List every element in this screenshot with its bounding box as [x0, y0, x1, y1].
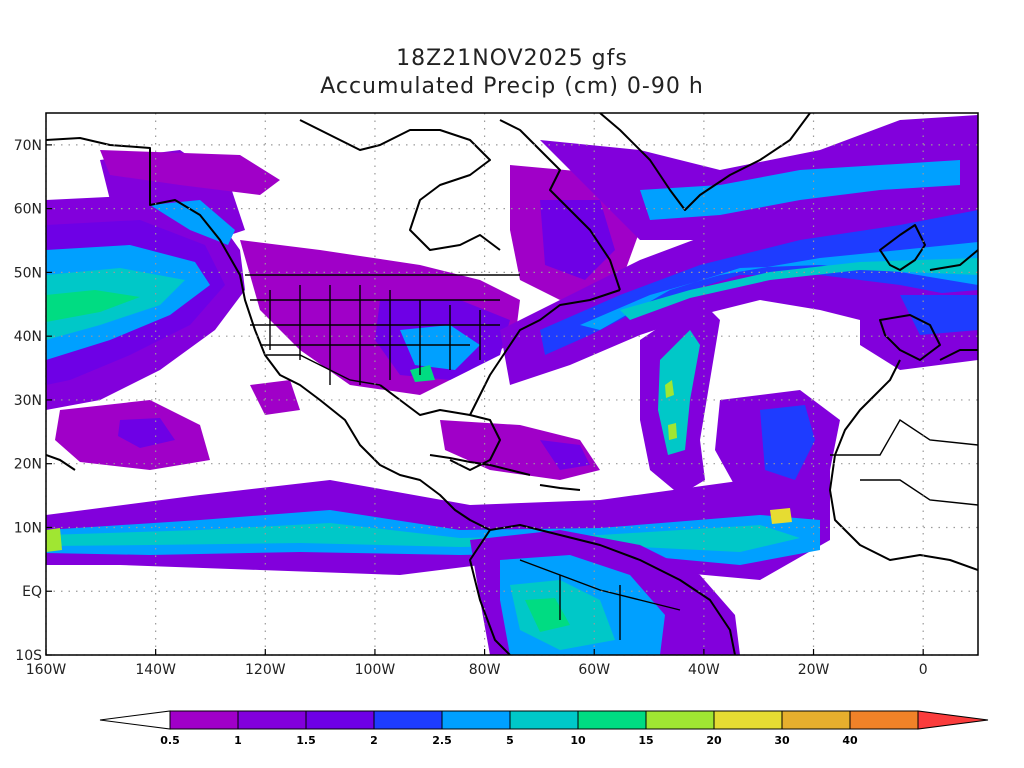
lon-tick-label: 80W: [469, 662, 501, 678]
colorbar-segment: [645, 710, 715, 730]
coastline: [489, 524, 736, 655]
colorbar-segment: [849, 710, 919, 730]
coastline: [939, 349, 978, 361]
lon-tick-label: 160W: [26, 662, 67, 678]
colorbar-segment: [713, 710, 783, 730]
colorbar-segment: [509, 710, 579, 730]
precip-region: [770, 508, 792, 524]
colorbar-label: 1.5: [296, 734, 316, 747]
colorbar-label: 10: [570, 734, 586, 747]
precip-field: [46, 115, 978, 655]
border: [830, 419, 978, 456]
precip-region: [118, 418, 175, 448]
border: [559, 575, 621, 640]
colorbar-segment: [917, 710, 989, 730]
precip-region: [525, 598, 570, 632]
lat-tick-label: EQ: [22, 584, 42, 600]
lon-tick-label: 20W: [798, 662, 830, 678]
latitude-ticks: 70N 60N 50N 40N 30N 20N 10N EQ 10S: [14, 138, 52, 664]
border: [269, 285, 481, 385]
colorbar-label: 15: [638, 734, 653, 747]
colorbar-label: 20: [706, 734, 722, 747]
colorbar-segment: [577, 710, 647, 730]
precip-region: [665, 380, 674, 398]
colorbar-label: 30: [774, 734, 790, 747]
coastline: [499, 119, 621, 291]
precip-region: [250, 380, 300, 415]
precip-region: [46, 528, 62, 552]
lon-tick-label: 140W: [135, 662, 176, 678]
lon-tick-label: 0: [919, 662, 928, 678]
colorbar-segment: [169, 710, 239, 730]
colorbar-label: 2: [370, 734, 378, 747]
colorbar-segment: [781, 710, 851, 730]
coastline: [299, 119, 501, 251]
colorbar-label: 0.5: [160, 734, 180, 747]
precip-region: [410, 365, 435, 382]
precip-region: [668, 423, 677, 440]
political-borders: [149, 148, 978, 640]
lat-tick-label: 20N: [14, 457, 42, 473]
colorbar: 0.5 1 1.5 2 2.5 5 10 15 20 30 40: [99, 710, 989, 747]
precip-region: [540, 440, 590, 470]
longitude-ticks: 160W 140W 120W 100W 80W 60W 40W 20W 0: [26, 649, 928, 678]
colorbar-label: 1: [234, 734, 242, 747]
coastline: [469, 529, 511, 655]
lon-tick-label: 100W: [355, 662, 396, 678]
precip-region: [640, 160, 960, 220]
map-subtitle: Accumulated Precip (cm) 0-90 h: [320, 74, 704, 99]
precip-region: [100, 150, 280, 195]
coastline: [469, 289, 621, 416]
coastline: [379, 384, 501, 471]
coastline: [599, 113, 811, 211]
colorbar-segment: [305, 710, 375, 730]
precip-region: [658, 330, 700, 455]
colorbar-label: 5: [506, 734, 514, 747]
colorbar-label: 2.5: [432, 734, 452, 747]
coastline: [829, 359, 978, 571]
map-title: 18Z21NOV2025 gfs: [396, 46, 628, 71]
precip-region: [46, 290, 140, 322]
coastline: [46, 454, 76, 471]
precip-region: [620, 258, 978, 320]
lon-tick-label: 120W: [245, 662, 286, 678]
lat-tick-label: 40N: [14, 329, 42, 345]
colorbar-label: 40: [842, 734, 858, 747]
coastline: [429, 454, 531, 476]
border: [519, 559, 681, 611]
precip-region: [900, 295, 978, 335]
coastline: [539, 484, 581, 491]
coastline: [879, 314, 941, 361]
precip-region: [540, 200, 615, 280]
lat-tick-label: 10S: [15, 648, 42, 664]
lat-tick-label: 50N: [14, 265, 42, 281]
lat-tick-label: 10N: [14, 520, 42, 536]
lat-tick-label: 70N: [14, 138, 42, 154]
precip-region: [760, 405, 815, 480]
precip-region: [540, 210, 978, 355]
map-frame: [45, 112, 979, 656]
colorbar-segment: [99, 710, 171, 730]
colorbar-segment: [373, 710, 443, 730]
lat-tick-label: 60N: [14, 202, 42, 218]
lon-tick-label: 40W: [688, 662, 720, 678]
colorbar-segment: [237, 710, 307, 730]
lat-tick-label: 30N: [14, 393, 42, 409]
border: [250, 299, 500, 346]
coastline: [879, 224, 926, 271]
lon-tick-label: 60W: [578, 662, 610, 678]
coastline: [929, 249, 978, 271]
border: [860, 479, 978, 506]
colorbar-segment: [441, 710, 511, 730]
